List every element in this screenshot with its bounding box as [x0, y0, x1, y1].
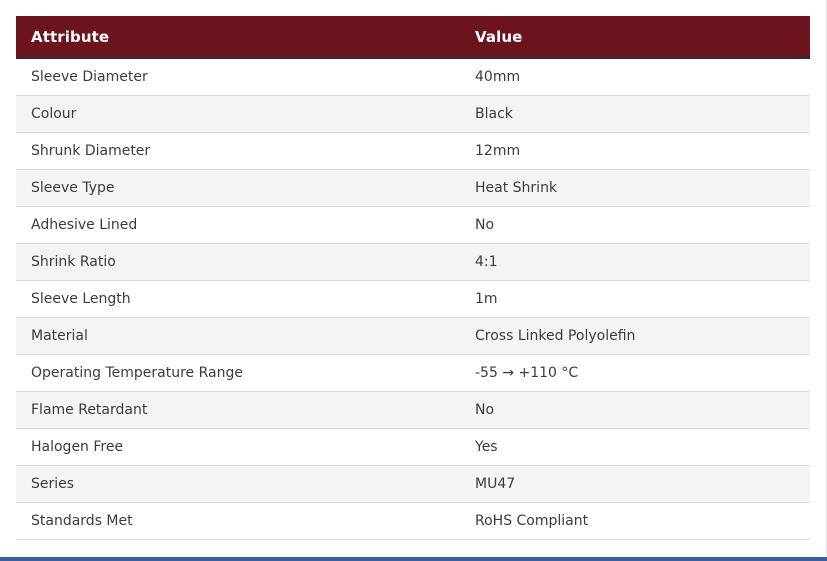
value-cell: No — [460, 391, 810, 429]
bottom-accent-bar — [0, 557, 827, 561]
table-row: Halogen Free Yes — [16, 428, 810, 466]
table-row: Flame Retardant No — [16, 391, 810, 429]
attribute-cell: Colour — [16, 95, 460, 133]
attribute-cell: Sleeve Length — [16, 280, 460, 318]
attribute-cell: Sleeve Diameter — [16, 58, 460, 96]
table-row: Sleeve Diameter 40mm — [16, 58, 810, 96]
attribute-cell: Sleeve Type — [16, 169, 460, 207]
table-row: Operating Temperature Range -55 → +110 °… — [16, 354, 810, 392]
value-cell: -55 → +110 °C — [460, 354, 810, 392]
table-row: Sleeve Type Heat Shrink — [16, 169, 810, 207]
table-header: Attribute Value — [16, 16, 810, 59]
table-row: Sleeve Length 1m — [16, 280, 810, 318]
attribute-cell: Flame Retardant — [16, 391, 460, 429]
attribute-cell: Adhesive Lined — [16, 206, 460, 244]
attribute-cell: Operating Temperature Range — [16, 354, 460, 392]
value-cell: Heat Shrink — [460, 169, 810, 207]
table-row: Adhesive Lined No — [16, 206, 810, 244]
value-cell: 1m — [460, 280, 810, 318]
table-row: Colour Black — [16, 95, 810, 133]
table-row: Shrink Ratio 4:1 — [16, 243, 810, 281]
attribute-cell: Standards Met — [16, 502, 460, 540]
specifications-table: Attribute Value Sleeve Diameter 40mm Col… — [16, 16, 810, 540]
value-cell: Yes — [460, 428, 810, 466]
attribute-cell: Shrunk Diameter — [16, 132, 460, 170]
table-header-row: Attribute Value — [16, 16, 810, 59]
value-cell: 4:1 — [460, 243, 810, 281]
attribute-cell: Shrink Ratio — [16, 243, 460, 281]
value-column-header: Value — [460, 16, 810, 59]
value-cell: 12mm — [460, 132, 810, 170]
attribute-column-header: Attribute — [16, 16, 460, 59]
value-cell: MU47 — [460, 465, 810, 503]
table-row: Standards Met RoHS Compliant — [16, 502, 810, 540]
value-cell: Cross Linked Polyolefin — [460, 317, 810, 355]
attribute-cell: Material — [16, 317, 460, 355]
table-row: Shrunk Diameter 12mm — [16, 132, 810, 170]
value-cell: RoHS Compliant — [460, 502, 810, 540]
table-row: Series MU47 — [16, 465, 810, 503]
attribute-cell: Series — [16, 465, 460, 503]
value-cell: No — [460, 206, 810, 244]
attribute-cell: Halogen Free — [16, 428, 460, 466]
table-body: Sleeve Diameter 40mm Colour Black Shrunk… — [16, 58, 810, 540]
value-cell: Black — [460, 95, 810, 133]
value-cell: 40mm — [460, 58, 810, 96]
table-row: Material Cross Linked Polyolefin — [16, 317, 810, 355]
